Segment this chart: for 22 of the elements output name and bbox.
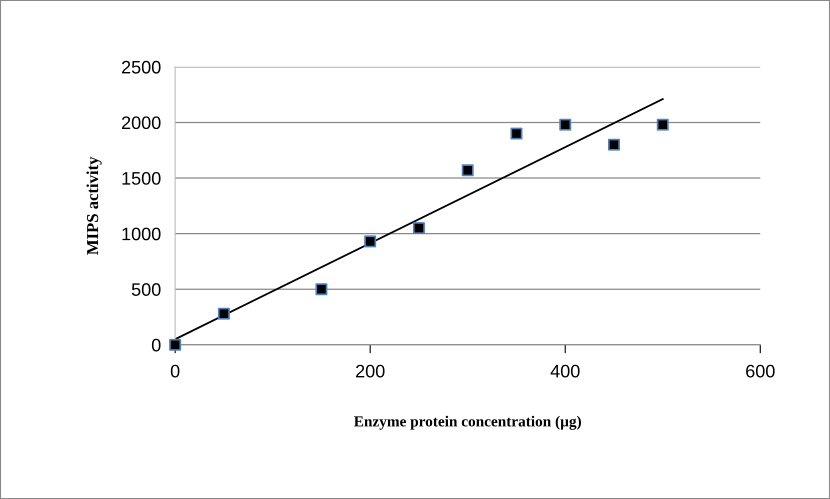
y-tick-label: 500 [132, 283, 161, 296]
x-tick-label: 200 [356, 364, 385, 378]
x-tick-label: 0 [170, 364, 180, 378]
y-tick-label: 1000 [122, 228, 161, 240]
point [364, 235, 376, 248]
y-tick-label: 2500 [122, 60, 161, 74]
point [559, 118, 572, 131]
point [169, 338, 182, 351]
point [608, 138, 620, 151]
point [462, 164, 474, 176]
y-tick-label: 2000 [122, 116, 161, 130]
y-tick-label: 0 [152, 338, 161, 352]
x-tick-label: 600 [746, 364, 775, 378]
y-tick-label: 1500 [122, 172, 161, 185]
point [412, 222, 425, 234]
point [218, 308, 230, 320]
point [315, 283, 328, 296]
y-axis-title: MIPS activity [86, 156, 102, 255]
point [656, 118, 669, 131]
point [510, 128, 522, 140]
x-axis-title: Enzyme protein concentration (µg) [354, 416, 581, 430]
x-tick-label: 400 [550, 364, 580, 378]
